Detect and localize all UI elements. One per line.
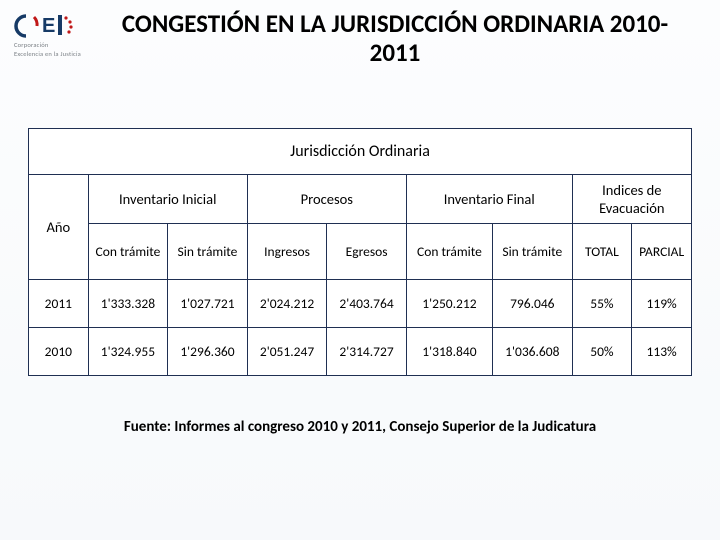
group-header: Procesos [247, 175, 406, 224]
column-header: Egresos [327, 224, 407, 280]
data-cell: 796.046 [493, 280, 573, 328]
data-cell: 1'318.840 [406, 328, 492, 376]
data-cell: 1'333.328 [88, 280, 168, 328]
column-header: PARCIAL [632, 224, 692, 280]
data-table-container: Jurisdicción Ordinaria Año Inventario In… [28, 128, 692, 376]
data-cell: 119% [632, 280, 692, 328]
table-super-header-row: Jurisdicción Ordinaria [29, 129, 692, 175]
table-row: 2011 1'333.328 1'027.721 2'024.212 2'403… [29, 280, 692, 328]
table-group-header-row: Año Inventario Inicial Procesos Inventar… [29, 175, 692, 224]
page-title: CONGESTIÓN EN LA JURISDICCIÓN ORDINARIA … [100, 10, 690, 68]
year-cell: 2011 [29, 280, 89, 328]
logo-tagline: Excelencia en la Justicia [14, 50, 84, 58]
cei-logo-icon: E [14, 12, 82, 40]
data-cell: 1'250.212 [406, 280, 492, 328]
data-cell: 113% [632, 328, 692, 376]
congestion-table: Jurisdicción Ordinaria Año Inventario In… [28, 128, 692, 376]
year-cell: 2010 [29, 328, 89, 376]
table-column-header-row: Con trámite Sin trámite Ingresos Egresos… [29, 224, 692, 280]
column-header: Ingresos [247, 224, 327, 280]
group-header: Inventario Inicial [88, 175, 247, 224]
column-header: Con trámite [406, 224, 492, 280]
data-cell: 2'403.764 [327, 280, 407, 328]
data-cell: 1'296.360 [168, 328, 248, 376]
slide: E Corporación Excelencia en la Justicia … [0, 0, 720, 540]
data-cell: 55% [572, 280, 632, 328]
column-header: Con trámite [88, 224, 168, 280]
logo-mark: E [14, 12, 84, 40]
svg-text:E: E [42, 15, 55, 37]
org-logo: E Corporación Excelencia en la Justicia [14, 12, 84, 58]
column-header: Sin trámite [168, 224, 248, 280]
table-super-header: Jurisdicción Ordinaria [29, 129, 692, 175]
data-cell: 50% [572, 328, 632, 376]
data-cell: 1'324.955 [88, 328, 168, 376]
group-header: Indices de Evacuación [572, 175, 691, 224]
column-header: TOTAL [572, 224, 632, 280]
column-header: Sin trámite [493, 224, 573, 280]
data-cell: 1'036.608 [493, 328, 573, 376]
data-cell: 2'051.247 [247, 328, 327, 376]
logo-org-line: Corporación [14, 41, 84, 49]
data-cell: 1'027.721 [168, 280, 248, 328]
table-row: 2010 1'324.955 1'296.360 2'051.247 2'314… [29, 328, 692, 376]
source-footer: Fuente: Informes al congreso 2010 y 2011… [28, 418, 692, 436]
row-axis-label: Año [29, 175, 89, 280]
data-cell: 2'314.727 [327, 328, 407, 376]
group-header: Inventario Final [406, 175, 572, 224]
data-cell: 2'024.212 [247, 280, 327, 328]
